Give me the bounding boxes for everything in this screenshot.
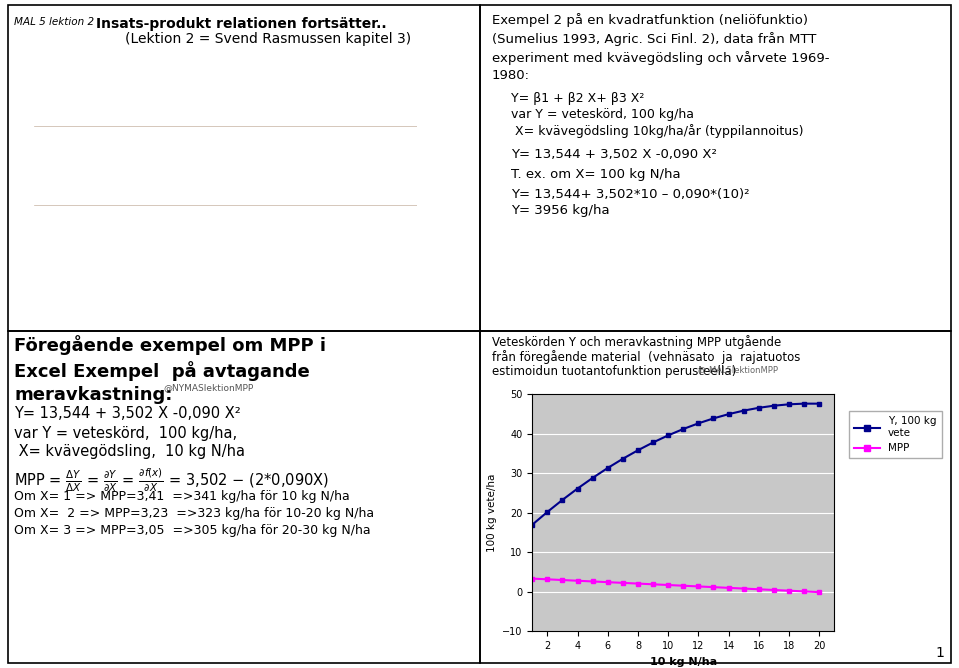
Text: (Lektion 2 = Svend Rasmussen kapitel 3): (Lektion 2 = Svend Rasmussen kapitel 3) [125,32,410,46]
Text: Om X= 1 => MPP=3,41  =>341 kg/ha för 10 kg N/ha: Om X= 1 => MPP=3,41 =>341 kg/ha för 10 k… [14,490,350,503]
Text: Om X= 3 => MPP=3,05  =>305 kg/ha för 20-30 kg N/ha: Om X= 3 => MPP=3,05 =>305 kg/ha för 20-3… [14,524,371,537]
Text: 1: 1 [936,646,945,660]
Text: @NYMASlektionMPP: @NYMASlektionMPP [163,383,253,391]
Text: meravkastning:: meravkastning: [14,386,173,404]
Text: X= kvävegödsling,  10 kg N/ha: X= kvävegödsling, 10 kg N/ha [14,444,246,459]
Text: från föregående material  (vehnäsato  ja  rajatuotos: från föregående material (vehnäsato ja r… [492,350,801,364]
X-axis label: 10 kg N/ha: 10 kg N/ha [650,657,716,667]
Text: var Y = veteskörd,  100 kg/ha,: var Y = veteskörd, 100 kg/ha, [14,426,238,441]
Text: var Y = veteskörd, 100 kg/ha: var Y = veteskörd, 100 kg/ha [511,108,694,120]
Text: T. ex. om X= 100 kg N/ha: T. ex. om X= 100 kg N/ha [511,168,681,180]
Text: Y= 13,544 + 3,502 X -0,090 X²: Y= 13,544 + 3,502 X -0,090 X² [14,406,241,421]
Text: Y= 13,544 + 3,502 X -0,090 X²: Y= 13,544 + 3,502 X -0,090 X² [511,148,717,160]
Text: Om X=  2 => MPP=3,23  =>323 kg/ha för 10-20 kg N/ha: Om X= 2 => MPP=3,23 =>323 kg/ha för 10-2… [14,508,375,520]
Text: Y= 3956 kg/ha: Y= 3956 kg/ha [511,204,610,216]
Text: Exempel 2 på en kvadratfunktion (neliöfunktio): Exempel 2 på en kvadratfunktion (neliöfu… [492,13,808,27]
Text: estimoidun tuotantofunktion perusteella): estimoidun tuotantofunktion perusteella) [492,365,737,377]
Text: Insats-produkt relationen fortsätter..: Insats-produkt relationen fortsätter.. [96,17,386,31]
Text: Veteskörden Y och meravkastning MPP utgående: Veteskörden Y och meravkastning MPP utgå… [492,335,782,349]
Text: X= kvävegödsling 10kg/ha/år (typpilannoitus): X= kvävegödsling 10kg/ha/år (typpilannoi… [511,124,804,138]
Y-axis label: 100 kg vete/ha: 100 kg vete/ha [486,474,497,552]
Text: @ MAL5lektionMPP: @ MAL5lektionMPP [698,365,778,373]
Text: experiment med kvävegödsling och vårvete 1969-: experiment med kvävegödsling och vårvete… [492,51,830,65]
Text: (Sumelius 1993, Agric. Sci Finl. 2), data från MTT: (Sumelius 1993, Agric. Sci Finl. 2), dat… [492,32,816,46]
Legend: Y, 100 kg
vete, MPP: Y, 100 kg vete, MPP [849,411,942,458]
Text: MPP = $\frac{\Delta Y}{\Delta X}$ = $\frac{\partial Y}{\partial X}$ = $\frac{\pa: MPP = $\frac{\Delta Y}{\Delta X}$ = $\fr… [14,466,330,494]
Text: MAL 5 lektion 2: MAL 5 lektion 2 [14,17,98,27]
Text: Y= β1 + β2 X+ β3 X²: Y= β1 + β2 X+ β3 X² [511,92,644,104]
Text: Y= 13,544+ 3,502*10 – 0,090*(10)²: Y= 13,544+ 3,502*10 – 0,090*(10)² [511,188,750,200]
Text: 1980:: 1980: [492,69,530,82]
Text: Föregående exempel om MPP i: Föregående exempel om MPP i [14,335,326,355]
Text: Excel Exempel  på avtagande: Excel Exempel på avtagande [14,361,310,381]
